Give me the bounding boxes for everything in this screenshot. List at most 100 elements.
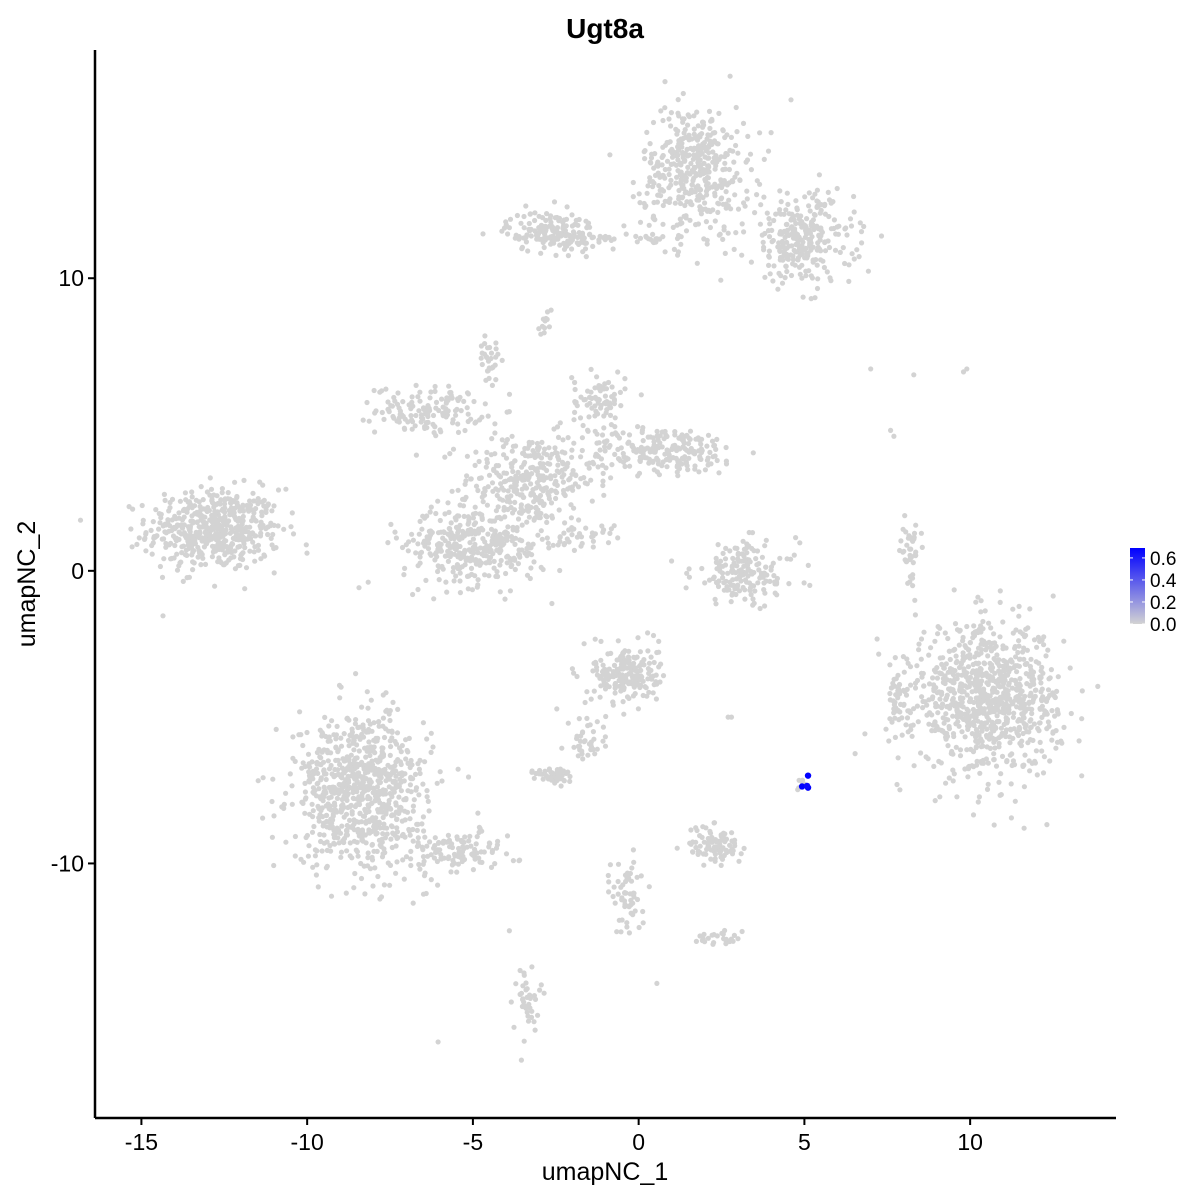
cell-point bbox=[992, 745, 998, 751]
cell-point bbox=[232, 566, 238, 572]
cell-point bbox=[793, 535, 799, 541]
cell-point bbox=[912, 612, 919, 618]
cell-point bbox=[490, 364, 496, 371]
cell-point bbox=[561, 542, 567, 548]
cell-point bbox=[842, 226, 848, 232]
cell-point bbox=[455, 487, 461, 493]
cell-point bbox=[525, 508, 532, 514]
cell-point bbox=[759, 232, 765, 238]
cell-point bbox=[646, 660, 653, 666]
cell-point bbox=[204, 489, 210, 495]
cell-point bbox=[507, 216, 514, 222]
cell-point bbox=[465, 418, 471, 425]
cell-point bbox=[930, 675, 936, 681]
cell-point bbox=[538, 528, 544, 534]
cell-point bbox=[1079, 773, 1085, 779]
cell-point bbox=[892, 734, 899, 741]
cell-point bbox=[388, 521, 394, 528]
cell-point bbox=[791, 217, 797, 223]
cell-point bbox=[355, 853, 361, 859]
cell-point bbox=[229, 511, 235, 517]
cell-point bbox=[716, 232, 722, 238]
cell-point bbox=[140, 517, 146, 524]
cell-point bbox=[1045, 647, 1051, 653]
cell-point bbox=[328, 893, 335, 899]
cell-point bbox=[725, 230, 731, 236]
cell-point bbox=[379, 802, 386, 808]
cell-point bbox=[612, 451, 618, 457]
cell-point bbox=[409, 417, 415, 423]
cell-point bbox=[983, 756, 990, 762]
cell-point bbox=[910, 722, 916, 728]
cell-point bbox=[545, 540, 551, 546]
cell-point bbox=[387, 752, 393, 759]
cell-point bbox=[437, 517, 443, 524]
cell-point bbox=[514, 528, 520, 534]
cell-point bbox=[402, 808, 408, 814]
cell-point bbox=[395, 706, 401, 713]
cell-point bbox=[584, 689, 590, 695]
cell-point bbox=[764, 210, 770, 216]
cell-point bbox=[1021, 825, 1027, 831]
cell-point bbox=[360, 417, 366, 423]
cell-point bbox=[978, 744, 984, 750]
cell-point bbox=[362, 762, 368, 768]
cell-point bbox=[450, 565, 457, 571]
cell-point bbox=[311, 823, 317, 830]
cell-point bbox=[584, 481, 590, 487]
cell-point bbox=[648, 155, 655, 161]
cell-point bbox=[410, 403, 416, 409]
cell-point bbox=[733, 104, 739, 111]
cell-point bbox=[837, 249, 843, 255]
cell-point bbox=[887, 690, 893, 697]
cell-point bbox=[494, 569, 500, 575]
cell-point bbox=[457, 394, 463, 400]
cell-point bbox=[1019, 688, 1025, 694]
cell-point bbox=[344, 822, 350, 829]
cell-point bbox=[666, 452, 672, 458]
cell-point bbox=[349, 729, 355, 735]
cell-point bbox=[596, 237, 602, 243]
cell-point bbox=[449, 488, 455, 494]
cell-point bbox=[810, 217, 817, 223]
cell-point bbox=[353, 717, 359, 723]
cell-point bbox=[428, 852, 434, 858]
cell-point bbox=[1010, 758, 1017, 764]
cell-point bbox=[675, 128, 681, 134]
cell-point bbox=[1049, 737, 1055, 743]
cell-point bbox=[676, 187, 682, 194]
cell-point bbox=[258, 556, 264, 562]
cell-point bbox=[307, 811, 313, 817]
cell-point bbox=[270, 776, 276, 782]
cell-point bbox=[718, 277, 724, 283]
cell-point bbox=[731, 246, 737, 252]
cell-point bbox=[455, 525, 461, 531]
cell-point bbox=[479, 494, 485, 500]
cell-point bbox=[805, 562, 811, 569]
cell-point bbox=[583, 254, 589, 260]
cell-point bbox=[574, 735, 580, 742]
cell-point bbox=[289, 801, 295, 807]
cell-point bbox=[577, 738, 584, 744]
cell-point bbox=[637, 200, 643, 206]
cell-point bbox=[216, 517, 222, 523]
cell-point bbox=[730, 590, 736, 596]
cell-point bbox=[553, 479, 559, 486]
cell-point bbox=[711, 442, 718, 448]
cell-point bbox=[729, 569, 736, 576]
cell-point bbox=[795, 257, 801, 263]
cell-point bbox=[626, 648, 632, 654]
cell-point bbox=[484, 502, 490, 508]
cell-point bbox=[543, 485, 550, 491]
cell-point bbox=[340, 756, 346, 762]
cell-point bbox=[330, 811, 336, 818]
cell-point bbox=[501, 487, 507, 493]
cell-point bbox=[708, 118, 714, 124]
cell-point bbox=[509, 433, 515, 439]
cell-point bbox=[536, 326, 542, 332]
cell-point bbox=[608, 405, 614, 411]
cell-point bbox=[732, 174, 738, 180]
cell-point bbox=[447, 533, 453, 539]
cell-point bbox=[468, 476, 474, 482]
cell-point bbox=[685, 467, 691, 473]
